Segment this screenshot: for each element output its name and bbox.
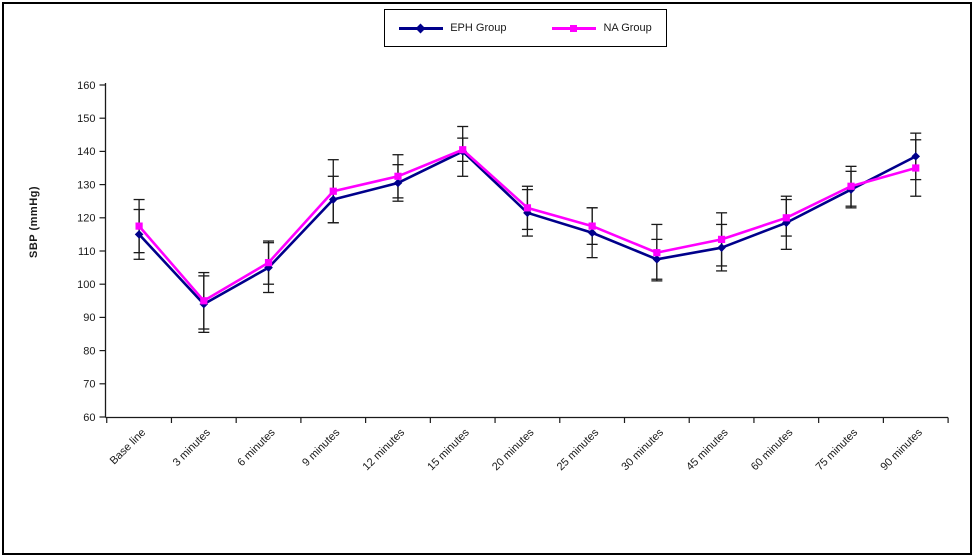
eph-diamond-marker bbox=[911, 152, 921, 161]
y-tick-label: 160 bbox=[77, 80, 95, 92]
y-tick-label: 140 bbox=[77, 146, 95, 158]
na-square-marker bbox=[588, 222, 596, 230]
na-square-marker bbox=[394, 172, 402, 180]
x-tick-label: 75 minutes bbox=[814, 426, 861, 473]
eph-diamond-marker bbox=[587, 228, 597, 238]
y-tick-label: 120 bbox=[77, 213, 95, 225]
x-tick-label: 90 minutes bbox=[878, 426, 925, 473]
y-tick-label: 110 bbox=[78, 246, 96, 258]
x-tick-label: 15 minutes bbox=[425, 426, 472, 473]
square-marker-icon bbox=[570, 24, 578, 32]
na-square-marker bbox=[717, 235, 726, 243]
eph-diamond-marker bbox=[652, 255, 662, 264]
na-square-marker bbox=[653, 249, 661, 257]
x-tick-label: 9 minutes bbox=[300, 426, 343, 469]
na-square-marker bbox=[200, 297, 208, 305]
na-square-marker bbox=[329, 187, 337, 195]
x-tick-label: 20 minutes bbox=[490, 426, 537, 473]
eph-diamond-marker bbox=[134, 230, 144, 239]
x-tick-label: 30 minutes bbox=[619, 426, 666, 473]
y-tick-label: 150 bbox=[77, 113, 95, 125]
eph-diamond-marker bbox=[264, 263, 273, 272]
legend-label-na: NA Group bbox=[603, 22, 652, 34]
na-square-marker bbox=[847, 182, 855, 190]
diamond-marker-icon bbox=[415, 23, 426, 33]
eph-diamond-marker bbox=[328, 195, 338, 204]
legend-box: EPH Group NA Group bbox=[384, 9, 667, 47]
x-tick-label: Base line bbox=[108, 427, 148, 467]
x-tick-label: 3 minutes bbox=[171, 426, 214, 469]
eph-diamond-marker bbox=[717, 243, 726, 252]
eph-line-swatch bbox=[399, 23, 444, 33]
legend-entry-na: NA Group bbox=[552, 22, 652, 34]
na-square-marker bbox=[264, 259, 273, 267]
x-tick-label: 25 minutes bbox=[555, 426, 602, 473]
na-square-marker bbox=[523, 204, 532, 212]
y-tick-label: 130 bbox=[77, 179, 95, 191]
na-line-swatch bbox=[552, 24, 597, 33]
na-square-marker bbox=[782, 214, 790, 222]
legend-label-eph: EPH Group bbox=[450, 22, 507, 34]
na-square-marker bbox=[912, 164, 920, 172]
x-tick-label: 45 minutes bbox=[684, 426, 731, 473]
y-tick-label: 70 bbox=[83, 379, 95, 391]
x-tick-label: 60 minutes bbox=[749, 426, 796, 473]
legend-entry-eph: EPH Group bbox=[399, 22, 506, 34]
y-tick-label: 60 bbox=[83, 412, 95, 424]
na-square-marker bbox=[135, 222, 143, 230]
x-tick-label: 6 minutes bbox=[235, 426, 278, 469]
y-tick-label: 100 bbox=[77, 279, 95, 291]
x-tick-label: 12 minutes bbox=[361, 426, 408, 473]
na-square-marker bbox=[459, 146, 467, 154]
y-tick-label: 80 bbox=[83, 345, 95, 357]
y-tick-label: 90 bbox=[83, 312, 95, 324]
eph-diamond-marker bbox=[393, 178, 403, 188]
